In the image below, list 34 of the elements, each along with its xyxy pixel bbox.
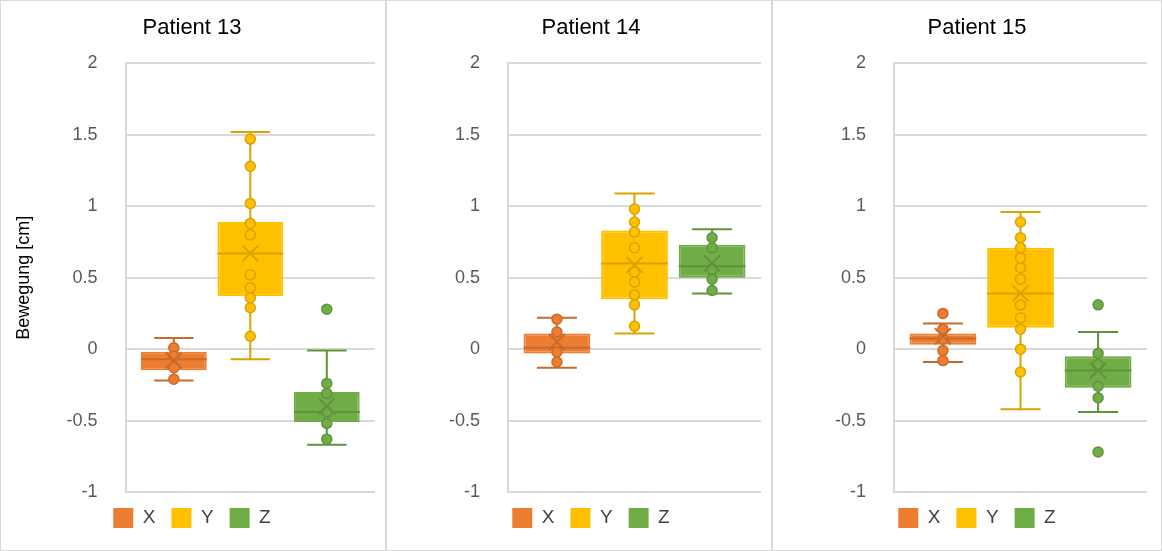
legend-label: Z bbox=[658, 506, 671, 528]
y-tick-label: 0 bbox=[856, 338, 867, 359]
y-tick-label: 0.5 bbox=[72, 266, 98, 287]
chart-title: Patient 15 bbox=[927, 14, 1027, 40]
chart-title: Patient 13 bbox=[142, 14, 242, 40]
legend-label: Z bbox=[1044, 506, 1057, 528]
legend-label: X bbox=[541, 506, 555, 528]
legend-label: Y bbox=[599, 506, 613, 528]
y-tick-label: -1 bbox=[81, 480, 98, 501]
y-tick-label: 1.5 bbox=[840, 123, 867, 144]
y-axis-title: Bewegung [cm] bbox=[12, 215, 33, 340]
y-tick-label: -1 bbox=[850, 480, 867, 501]
y-tick-label: 1 bbox=[856, 195, 867, 216]
y-tick-label: 2 bbox=[470, 52, 481, 73]
y-tick-label: 1 bbox=[470, 195, 481, 216]
legend-label: Y bbox=[200, 506, 214, 528]
y-tick-label: 1.5 bbox=[454, 123, 481, 144]
y-tick-label: 0 bbox=[470, 338, 481, 359]
legend-label: Z bbox=[259, 506, 272, 528]
legend-label: Y bbox=[985, 506, 999, 528]
y-tick-label: 2 bbox=[856, 52, 867, 73]
y-tick-label: 1 bbox=[87, 195, 98, 216]
y-tick-label: 1.5 bbox=[72, 123, 98, 144]
y-tick-label: -0.5 bbox=[834, 409, 867, 430]
y-tick-label: 2 bbox=[87, 52, 98, 73]
legend-label: X bbox=[927, 506, 941, 528]
y-tick-label: 0.5 bbox=[454, 266, 481, 287]
y-tick-label: 0.5 bbox=[840, 266, 867, 287]
y-tick-label: 0 bbox=[87, 338, 98, 359]
y-tick-label: -0.5 bbox=[448, 409, 481, 430]
legend-label: X bbox=[142, 506, 156, 528]
chart-title: Patient 14 bbox=[541, 14, 641, 40]
y-tick-label: -0.5 bbox=[66, 409, 98, 430]
y-tick-label: -1 bbox=[464, 480, 481, 501]
